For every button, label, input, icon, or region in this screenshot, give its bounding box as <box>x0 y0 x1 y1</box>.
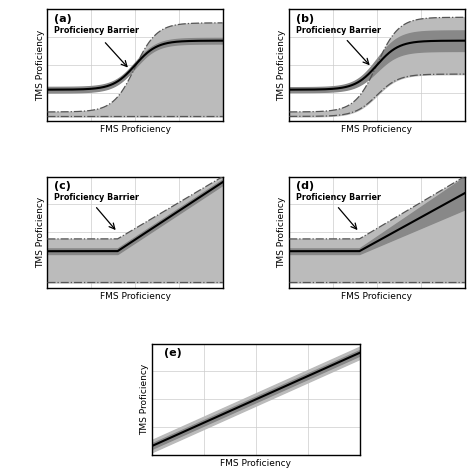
Y-axis label: TMS Proficiency: TMS Proficiency <box>277 29 286 101</box>
Text: Proficiency Barrier: Proficiency Barrier <box>55 193 139 202</box>
X-axis label: FMS Proficiency: FMS Proficiency <box>220 459 292 468</box>
Text: Proficiency Barrier: Proficiency Barrier <box>296 193 381 202</box>
Text: (c): (c) <box>55 181 71 191</box>
Text: Proficiency Barrier: Proficiency Barrier <box>296 26 381 35</box>
Y-axis label: TMS Proficiency: TMS Proficiency <box>36 29 45 101</box>
X-axis label: FMS Proficiency: FMS Proficiency <box>341 292 412 301</box>
Text: (e): (e) <box>164 348 182 358</box>
X-axis label: FMS Proficiency: FMS Proficiency <box>100 125 171 134</box>
Y-axis label: TMS Proficiency: TMS Proficiency <box>36 197 45 268</box>
X-axis label: FMS Proficiency: FMS Proficiency <box>100 292 171 301</box>
Text: (a): (a) <box>55 14 72 24</box>
Y-axis label: TMS Proficiency: TMS Proficiency <box>277 197 286 268</box>
Y-axis label: TMS Proficiency: TMS Proficiency <box>140 364 149 435</box>
Text: (b): (b) <box>296 14 314 24</box>
Text: Proficiency Barrier: Proficiency Barrier <box>55 26 139 35</box>
X-axis label: FMS Proficiency: FMS Proficiency <box>341 125 412 134</box>
Text: (d): (d) <box>296 181 314 191</box>
